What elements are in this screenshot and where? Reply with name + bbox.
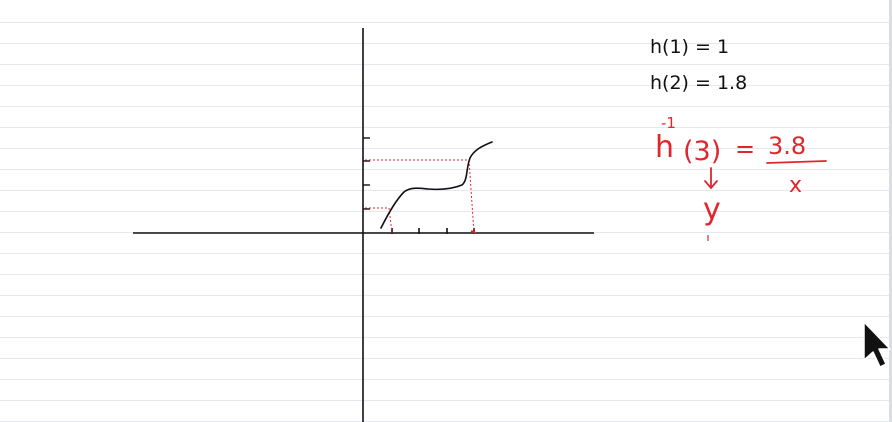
inverse-superscript: -1 [661, 114, 676, 132]
fraction-numerator: 3.8 [768, 132, 806, 160]
inverse-argument: (3) [683, 136, 721, 167]
guide-lines [365, 159, 475, 234]
note-h1: h(1) = 1 [650, 36, 729, 58]
guide-vertical-right [468, 159, 475, 234]
down-arrow-icon [704, 167, 718, 190]
fraction-bar [766, 160, 827, 164]
y-axis-ticks [363, 137, 370, 210]
note-h2: h(2) = 1.8 [650, 72, 747, 94]
function-curve [380, 141, 493, 229]
red-tick-mark [470, 230, 477, 234]
inverse-function-letter: h [655, 130, 674, 165]
mouse-pointer-icon [863, 321, 891, 368]
fraction-denominator: x [789, 173, 802, 198]
arrow-target-variable: y [703, 192, 721, 227]
inverse-equals: = [735, 135, 755, 163]
canvas-edge [889, 0, 892, 422]
